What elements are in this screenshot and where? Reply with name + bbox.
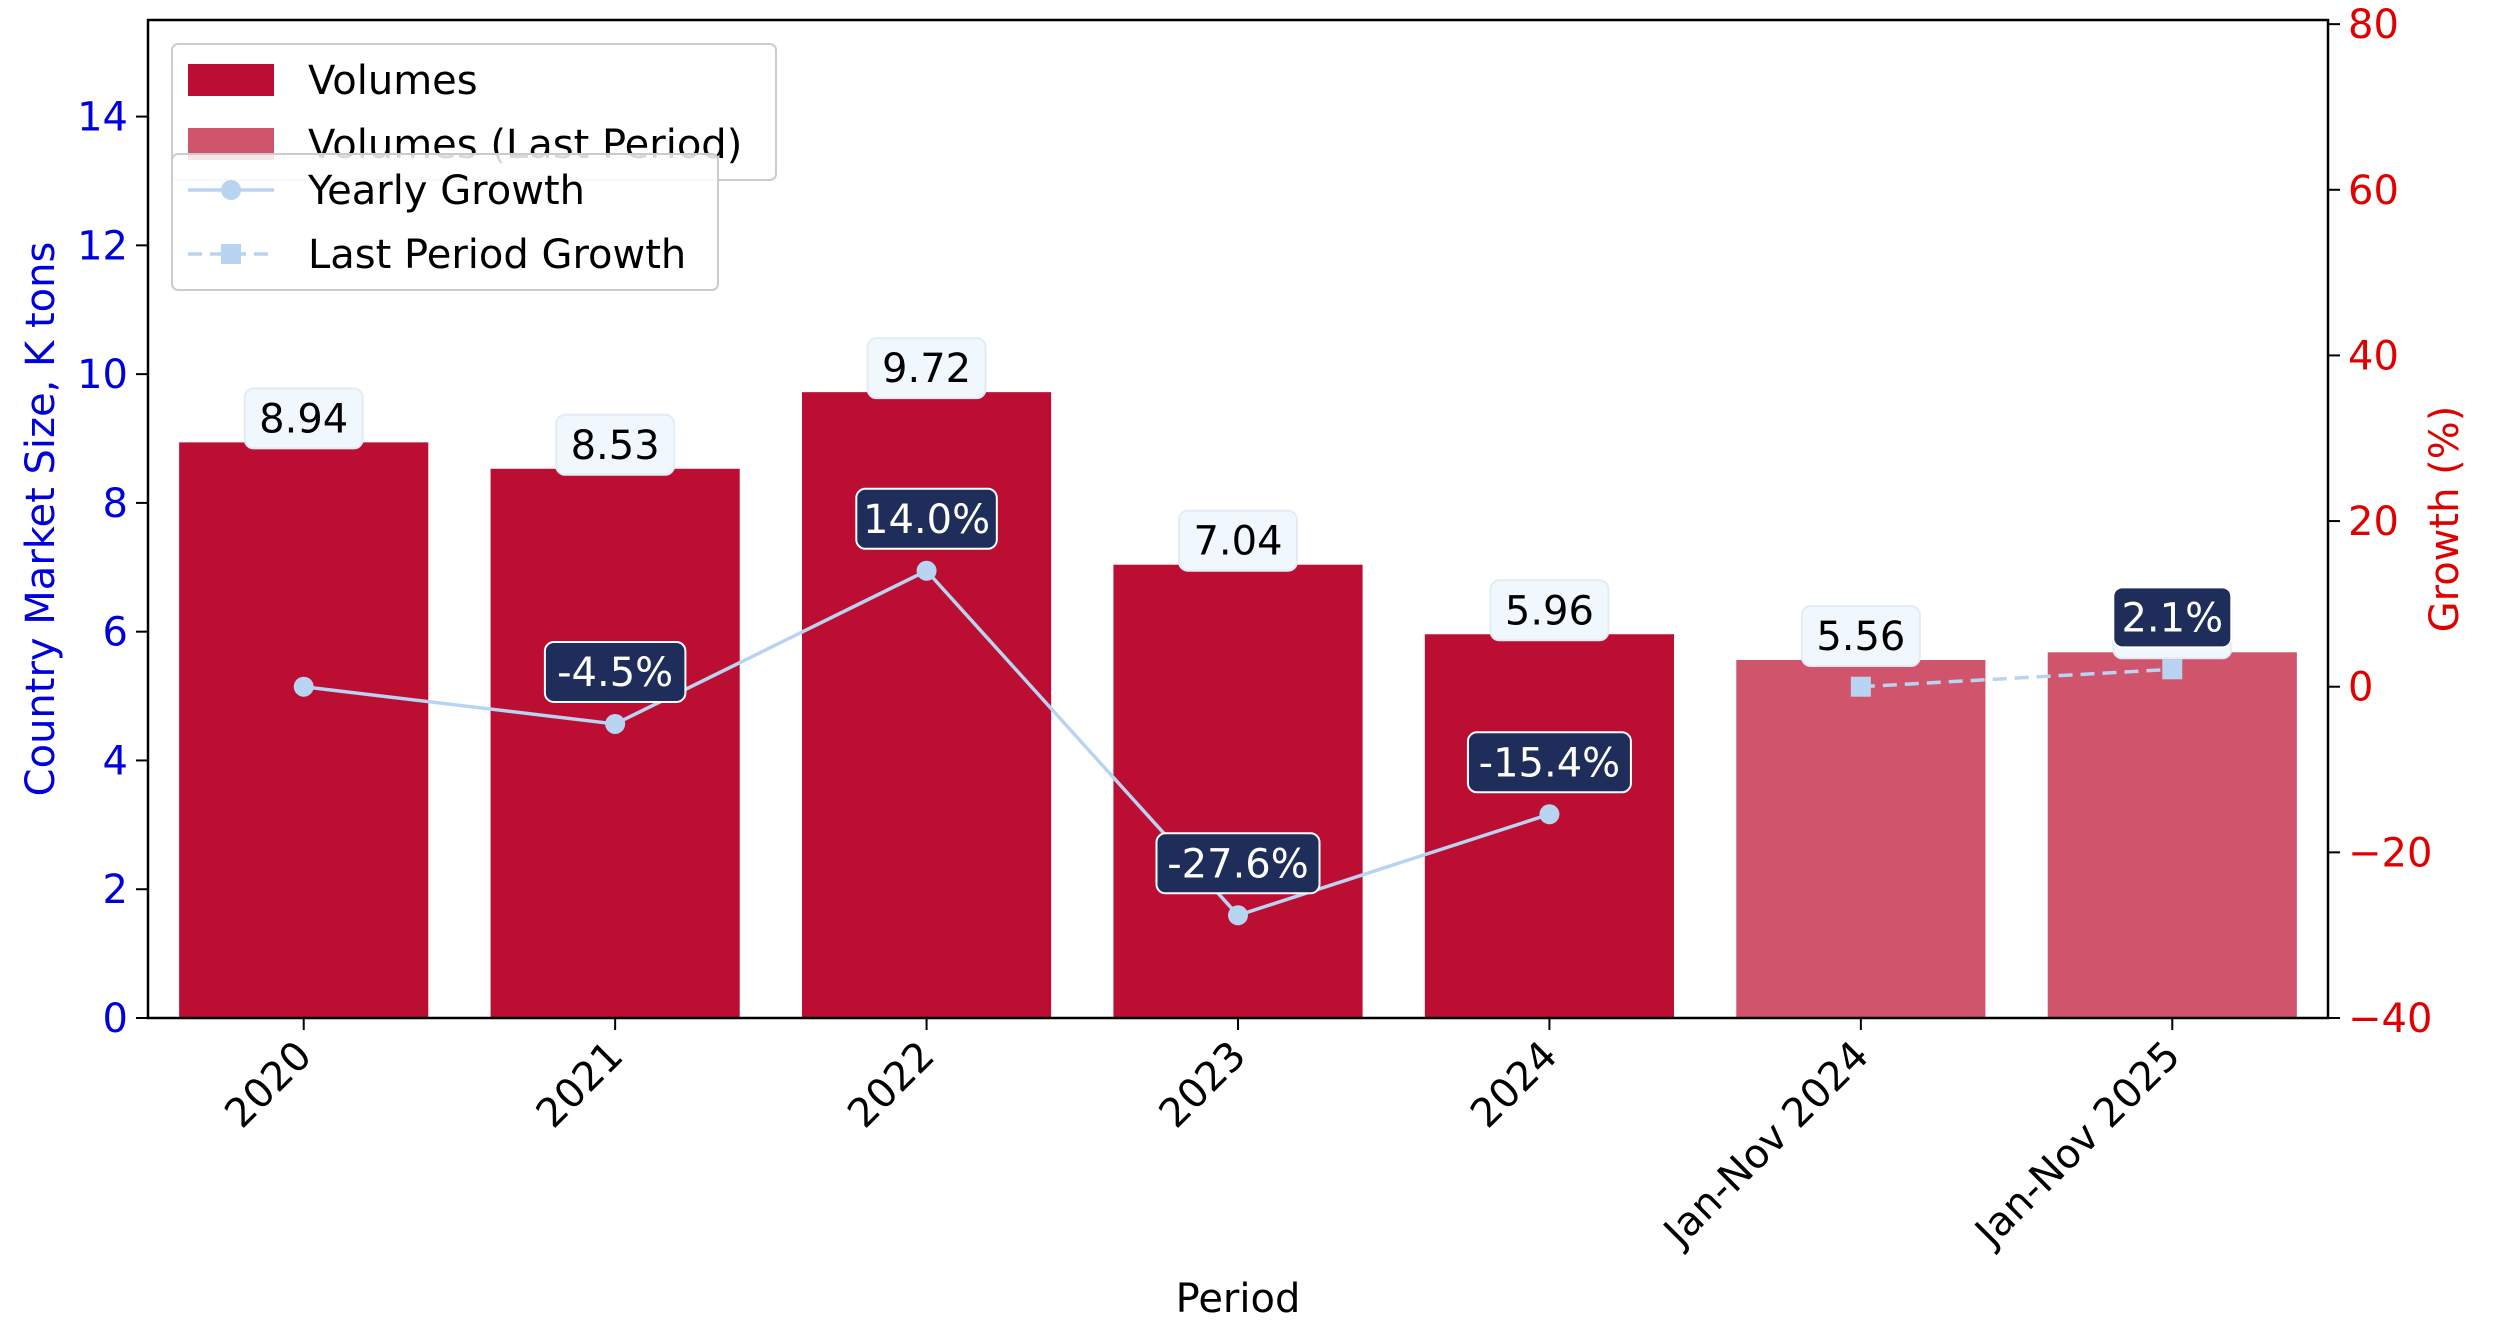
x-tick-label: 2024 xyxy=(1462,1033,1567,1138)
left-tick-label: 4 xyxy=(103,738,128,784)
bar-value-label-text: 5.96 xyxy=(1505,588,1594,634)
x-tick-label: 2022 xyxy=(839,1033,944,1138)
right-y-axis: −40 −20 0 20 40 60 80 xyxy=(2328,2,2432,1042)
growth-value-label-text: -15.4% xyxy=(1479,740,1621,786)
last-period-growth-line-marker xyxy=(2162,659,2183,680)
bar-value-label-box xyxy=(555,413,676,476)
yearly-growth-line-marker xyxy=(916,560,937,581)
bar-jan-nov-2025 xyxy=(2047,652,2297,1018)
yearly-growth-line-marker xyxy=(1539,804,1560,825)
right-tick-label: 40 xyxy=(2348,333,2399,379)
legend-entry-volumes-label: Volumes xyxy=(308,58,478,104)
left-tick-label: 14 xyxy=(77,95,128,141)
growth-lines-layer xyxy=(293,560,2183,926)
bar-value-label-box xyxy=(1489,579,1610,642)
bar-2024 xyxy=(1424,634,1674,1018)
left-tick-label: 10 xyxy=(77,352,128,398)
legend-box xyxy=(171,153,719,291)
bars-layer xyxy=(179,392,2297,1018)
last-period-growth-line-marker xyxy=(1850,676,1871,697)
right-tick-label: 80 xyxy=(2348,2,2399,48)
bar-value-label: 5.56 xyxy=(1800,605,1921,668)
left-y-axis: 0 2 4 6 8 10 12 14 xyxy=(77,95,148,1042)
bar-value-label-text: 8.94 xyxy=(259,396,348,442)
yearly-growth-line-marker xyxy=(1228,905,1248,926)
left-tick-label: 8 xyxy=(103,481,128,527)
growth-value-label-box xyxy=(1466,731,1632,794)
growth-value-label: -4.5% xyxy=(543,640,687,703)
left-tick-label: 0 xyxy=(103,996,128,1042)
x-tick-label: 2023 xyxy=(1151,1033,1256,1138)
x-tick-label: Jan-Nov 2024 xyxy=(1653,1033,1878,1258)
bar-value-label: 8.53 xyxy=(555,413,676,476)
yearly-growth-line-marker xyxy=(605,713,626,734)
bar-value-label-box xyxy=(866,337,987,400)
growth-value-label: -15.4% xyxy=(1466,731,1632,794)
growth-value-label-box xyxy=(1155,832,1321,895)
data-labels-layer: 8.948.539.727.045.965.565.68-4.5%14.0%-2… xyxy=(243,337,2233,895)
right-tick-label: −20 xyxy=(2348,830,2432,876)
bar-value-label: 5.96 xyxy=(1489,579,1610,642)
bar-jan-nov-2024 xyxy=(1736,660,1986,1018)
growth-value-label-box xyxy=(2112,586,2233,649)
bar-value-label-box xyxy=(1800,605,1921,668)
bar-value-label-box xyxy=(243,387,364,450)
right-tick-label: 20 xyxy=(2348,499,2399,545)
bar-value-label-text: 8.53 xyxy=(571,423,660,469)
bar-value-label-text: 9.72 xyxy=(882,346,971,392)
last-period-growth-line xyxy=(1860,667,2173,689)
legend-entry-yearly-growth-marker xyxy=(221,180,241,200)
bar-value-label: 7.04 xyxy=(1178,509,1298,572)
bar-2023 xyxy=(1113,564,1363,1018)
right-tick-label: −40 xyxy=(2348,996,2432,1042)
yearly-growth-line-marker xyxy=(293,676,314,697)
bar-value-label-box xyxy=(1178,509,1298,572)
left-tick-label: 6 xyxy=(103,610,128,656)
legend-entry-last-period-growth-marker xyxy=(221,244,241,264)
bar-value-label: 8.94 xyxy=(243,387,364,450)
left-tick-label: 12 xyxy=(77,223,128,269)
right-tick-label: 60 xyxy=(2348,168,2399,214)
bar-value-label-text: 7.04 xyxy=(1193,519,1282,565)
x-tick-label: 2020 xyxy=(216,1033,321,1138)
growth-value-label-text: -27.6% xyxy=(1167,841,1309,887)
right-tick-label: 0 xyxy=(2348,665,2373,711)
bar-2021 xyxy=(490,468,740,1018)
growth-value-label: 14.0% xyxy=(855,487,998,550)
growth-value-label-text: 14.0% xyxy=(863,497,990,543)
growth-value-label: 2.1% xyxy=(2112,586,2233,649)
right-y-axis-label: Growth (%) xyxy=(2422,406,2468,633)
legend-entry-yearly-growth-label: Yearly Growth xyxy=(307,168,585,214)
growth-value-label-text: -4.5% xyxy=(557,650,673,696)
left-tick-label: 2 xyxy=(103,867,128,913)
x-tick-label: Jan-Nov 2025 xyxy=(1965,1033,2190,1258)
legend-entry-last-period-growth-label: Last Period Growth xyxy=(308,232,686,278)
bar-2020 xyxy=(179,442,429,1018)
left-y-axis-label: Country Market Size, K tons xyxy=(18,242,64,797)
growth-value-label-text: 2.1% xyxy=(2121,595,2223,641)
growth-value-label-box xyxy=(543,640,687,703)
growth-value-label-box xyxy=(855,487,998,550)
legend-entry-volumes-swatch xyxy=(188,64,274,96)
x-tick-label: 2021 xyxy=(528,1033,633,1138)
bar-value-label: 9.72 xyxy=(866,337,987,400)
bar-2022 xyxy=(802,392,1052,1018)
x-axis: 2020 2021 2022 2023 2024 Jan-Nov 2024 Jan-Nov … xyxy=(216,1018,2189,1257)
bar-value-label-text: 5.56 xyxy=(1816,614,1905,660)
legend-growth: Yearly Growth Last Period Growth xyxy=(171,153,719,291)
x-axis-label: Period xyxy=(1176,1276,1301,1322)
growth-value-label: -27.6% xyxy=(1155,832,1321,895)
